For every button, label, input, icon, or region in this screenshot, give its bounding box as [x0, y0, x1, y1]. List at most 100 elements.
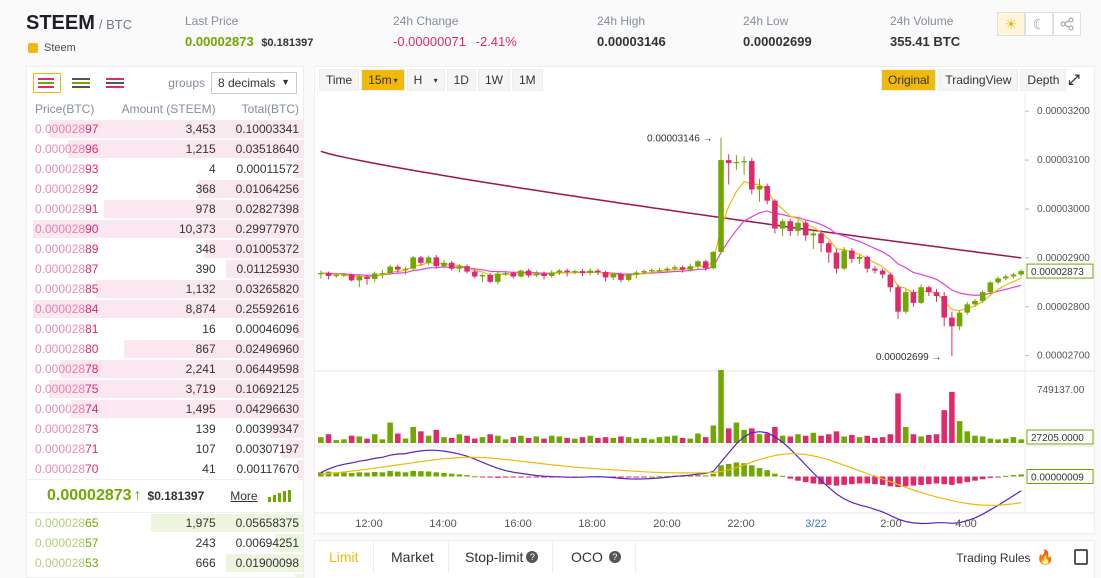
candle-body [595, 270, 601, 273]
candle-body [725, 160, 732, 164]
mid-last-price: 0.00002873 [47, 487, 132, 504]
coin-link[interactable]: Steem [28, 42, 76, 54]
decimals-select[interactable]: 8 decimals [211, 72, 297, 94]
share-icon[interactable] [1053, 12, 1081, 36]
volume-bar [456, 434, 463, 443]
help-icon[interactable]: ? [608, 551, 621, 563]
interval-1w-button[interactable]: 1W [477, 69, 510, 91]
ask-row[interactable]: 0.00002891 978 0.02827398 [27, 199, 303, 219]
macd-bar [541, 476, 547, 478]
ask-row[interactable]: 0.00002874 1,495 0.04296630 [27, 399, 303, 419]
tab-time[interactable]: Time [319, 69, 360, 91]
mode-tradingview-button[interactable]: TradingView [938, 69, 1019, 91]
order-price: 0.00002891 [27, 202, 120, 216]
volume-bar [872, 437, 878, 443]
market-header: STEEM / BTC Steem Last Price 0.00002873 $… [0, 0, 1101, 64]
depth-bar [269, 420, 303, 438]
moon-icon[interactable]: ☾ [1025, 12, 1053, 36]
ask-row[interactable]: 0.00002885 1,132 0.03265820 [27, 279, 303, 299]
bid-row[interactable]: 0.00002849620.00176638 [27, 573, 303, 578]
volume-bar [533, 436, 540, 443]
caret-down-icon: ▾ [433, 75, 438, 85]
mode-depth-button[interactable]: Depth [1020, 69, 1067, 91]
ask-row[interactable]: 0.00002893 4 0.00011572 [27, 159, 303, 179]
macd-bar [733, 462, 740, 477]
volume-bar [333, 440, 340, 443]
ask-row[interactable]: 0.00002897 3,453 0.10003341 [27, 119, 303, 139]
candle-body [333, 275, 340, 277]
interval-1d-button[interactable]: 1D [446, 69, 476, 91]
ask-row[interactable]: 0.00002875 3,719 0.10692125 [27, 379, 303, 399]
tab-stop-limit[interactable]: Stop-limit? [451, 541, 554, 573]
tab-market[interactable]: Market [377, 541, 449, 573]
volume-bar [718, 370, 724, 443]
ask-row[interactable]: 0.00002881 16 0.00046096 [27, 319, 303, 339]
bid-row[interactable]: 0.00002853 666 0.01900098 [27, 553, 303, 573]
macd-bar [402, 472, 409, 477]
macd-bar [941, 476, 947, 485]
calculator-icon[interactable] [1074, 549, 1088, 565]
interval-1m-button[interactable]: 1M [511, 69, 543, 91]
ask-row[interactable]: 0.00002896 1,215 0.03518640 [27, 139, 303, 159]
fullscreen-icon[interactable]: ⤢ [1068, 70, 1080, 87]
price-prefix: 0.000028 [35, 242, 86, 256]
view-asks-icon[interactable] [101, 73, 129, 93]
trading-rules-link[interactable]: Trading Rules 🔥 [956, 549, 1054, 566]
macd-bar [648, 476, 655, 478]
candle-body [648, 270, 655, 272]
candle-body [710, 252, 717, 269]
ask-row[interactable]: 0.00002878 2,241 0.06449598 [27, 359, 303, 379]
low-value: 0.00002699 [743, 34, 812, 49]
price-suffix: 74 [85, 402, 99, 416]
macd-bar [779, 475, 786, 477]
candle-body [579, 271, 586, 274]
depth-bar [203, 240, 303, 258]
volume-bar [795, 434, 801, 443]
macd-bar [918, 476, 924, 485]
change-pct: -2.41% [475, 34, 517, 49]
depth-bar [71, 400, 303, 418]
price-suffix: 93 [85, 162, 99, 176]
volume-bar [956, 421, 963, 443]
candle-body [933, 292, 940, 297]
candle-body [979, 292, 986, 301]
ask-row[interactable]: 0.00002887 390 0.01125930 [27, 259, 303, 279]
candle-body [541, 273, 547, 276]
ask-row[interactable]: 0.00002884 8,874 0.25592616 [27, 299, 303, 319]
bid-row[interactable]: 0.00002865 1,975 0.05658375 [27, 513, 303, 533]
sun-icon[interactable]: ☀ [997, 12, 1025, 36]
arrow-up-icon: ↑ [133, 487, 142, 504]
ask-row[interactable]: 0.00002890 10,373 0.29977970 [27, 219, 303, 239]
price-tick-label: 0.00002700 [1037, 351, 1090, 362]
macd-bar [656, 476, 663, 478]
ask-row[interactable]: 0.00002871 107 0.00307197 [27, 439, 303, 459]
more-link[interactable]: More [230, 489, 258, 503]
pair-title: STEEM / BTC [26, 12, 132, 35]
candle-body [487, 275, 493, 282]
candle-body [433, 257, 440, 267]
ask-row[interactable]: 0.00002870 41 0.00117670 [27, 459, 303, 479]
interval-hour-select[interactable]: H ▾ [406, 69, 445, 91]
stat-label: 24h Volume [890, 14, 954, 28]
order-price: 0.00002849 [27, 576, 120, 578]
price-chart[interactable]: 0.00003200 0.00003100 0.00003000 0.00002900… [315, 93, 1094, 533]
ask-row[interactable]: 0.00002873 139 0.00399347 [27, 419, 303, 439]
macd-bar [379, 472, 386, 477]
ask-row[interactable]: 0.00002889 348 0.01005372 [27, 239, 303, 259]
candle-body [556, 270, 563, 273]
view-bids-icon[interactable] [67, 73, 95, 93]
tab-limit[interactable]: Limit [315, 541, 374, 573]
tab-oco[interactable]: OCO? [557, 541, 636, 573]
volume-value: 355.41 BTC [890, 34, 961, 49]
ask-row[interactable]: 0.00002880 867 0.02496960 [27, 339, 303, 359]
view-both-icon[interactable] [33, 73, 61, 93]
interval-15m-select[interactable]: 15m ▾ [361, 69, 405, 91]
help-icon[interactable]: ? [526, 551, 539, 563]
macd-bar [810, 476, 817, 484]
bid-row[interactable]: 0.00002857 243 0.00694251 [27, 533, 303, 553]
ask-row[interactable]: 0.00002892 368 0.01064256 [27, 179, 303, 199]
mode-original-button[interactable]: Original [881, 69, 937, 91]
ma-short-line [320, 180, 1022, 312]
order-price: 0.00002880 [27, 342, 120, 356]
candle-body [679, 267, 686, 270]
